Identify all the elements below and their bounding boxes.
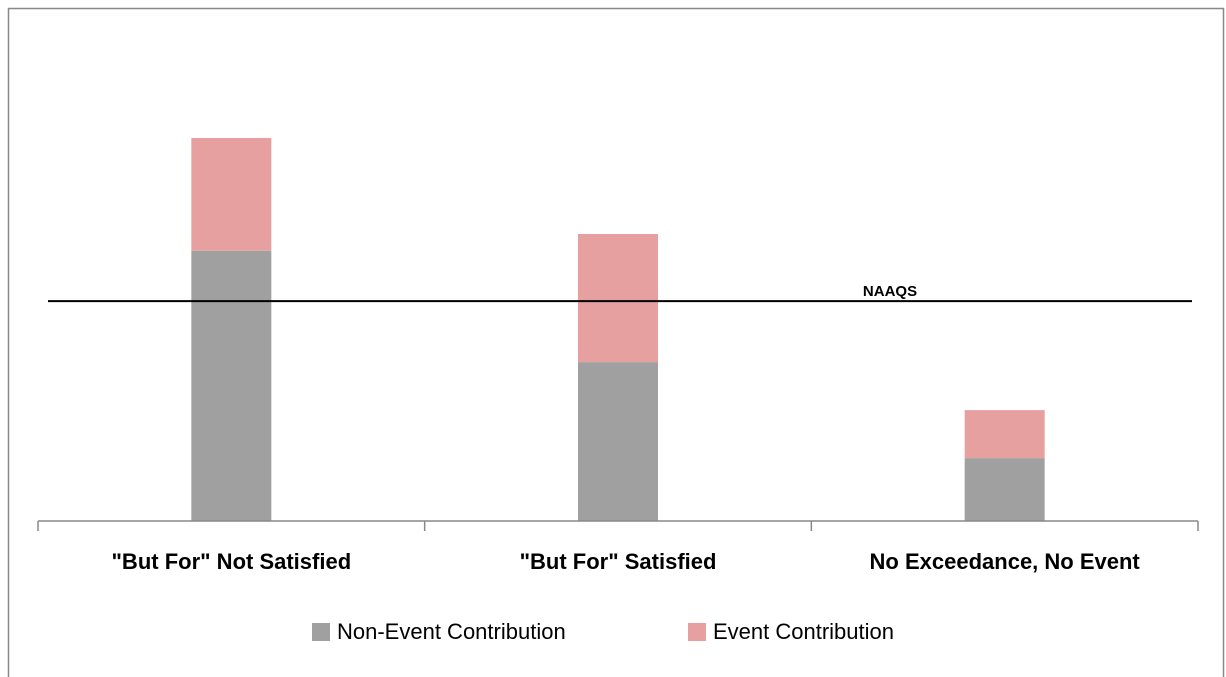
legend-label: Event Contribution: [713, 619, 894, 644]
bar-segment: [578, 362, 658, 521]
bar-segment: [964, 458, 1045, 521]
bar-segment: [578, 233, 658, 363]
x-tick-label: "But For" Satisfied: [520, 549, 717, 574]
x-tick-label: "But For" Not Satisfied: [112, 549, 352, 574]
legend-label: Non-Event Contribution: [337, 619, 566, 644]
legend-swatch: [312, 623, 330, 641]
bar-segment: [191, 250, 272, 521]
legend-swatch: [688, 623, 706, 641]
bar-segment: [964, 410, 1045, 459]
frame: [7, 7, 1225, 677]
x-tick-label: No Exceedance, No Event: [870, 549, 1141, 574]
reference-label: NAAQS: [863, 283, 917, 300]
bar-segment: [191, 137, 272, 251]
